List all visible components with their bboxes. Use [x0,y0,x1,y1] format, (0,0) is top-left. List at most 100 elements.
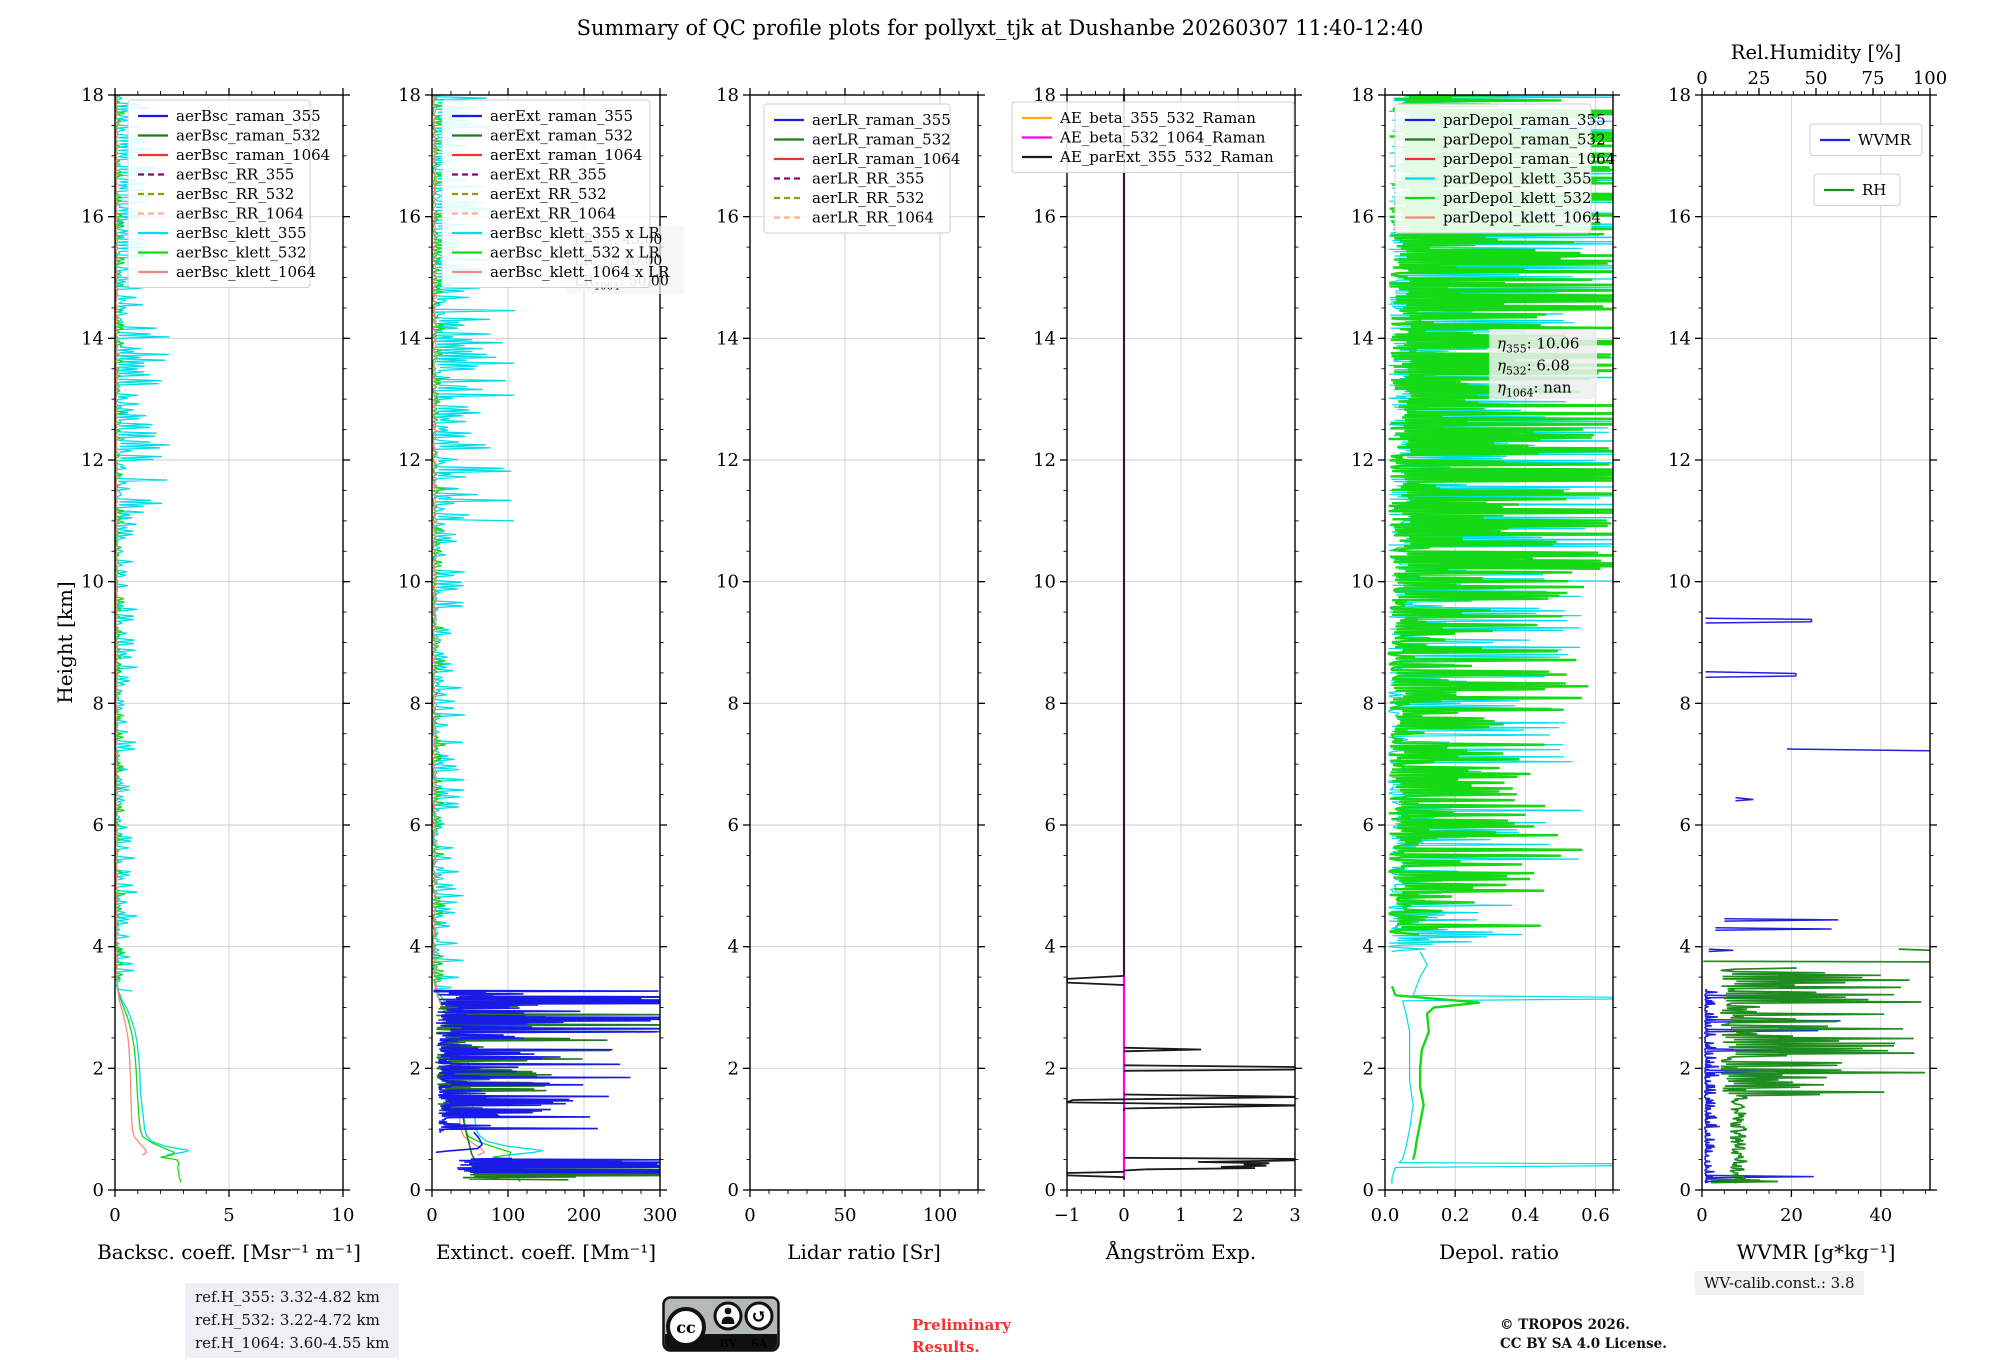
annotation-line: η355: 10.06 [1497,335,1579,356]
x-tick-label: 300 [643,1205,677,1226]
x-tick-label: 0 [1696,1205,1707,1226]
x-tick-label: 0 [744,1205,755,1226]
legend-angstrom-0: AE_beta_355_532_Raman AE_beta_532_1064_Ra… [1011,101,1295,173]
legend-label: aerBsc_RR_355 [176,166,294,184]
y-tick-label: 4 [1680,937,1691,958]
y-tick-label: 18 [1668,85,1691,106]
legend-label: aerBsc_klett_532 x LR [490,244,661,262]
series-RH [1703,960,1930,963]
person-body-shape [721,1316,735,1324]
series-aerBsc_klett_1064 [115,95,119,972]
series-aerExt_raman_355 [436,991,660,1042]
series-AE_parExt_355_532_Raman [1123,1064,1295,1072]
x-tick-label: 100 [491,1205,525,1226]
preliminary-line-2: Results. [912,1338,980,1356]
y-tick-label: 16 [716,207,739,228]
y-tick-label: 12 [1351,450,1374,471]
ref-height-1064: ref.H_1064: 3.60-4.55 km [195,1334,390,1352]
panel-extinct: 0 100 200 300 0 2 4 6 8 10 12 14 16 18 Extinct. coeff.… [398,85,684,1264]
legend-lidar-ratio-0: aerLR_raman_355 aerLR_raman_532aerLR_rama… [763,103,960,234]
y-tick-label: 18 [398,85,421,106]
legend-label: aerExt_raman_355 [490,107,633,125]
series-parDepol_klett_532 [1390,985,1480,1160]
x-tick-label: 0 [426,1205,437,1226]
series-aerExt_raman_532 [461,1113,476,1160]
panel-wvmr-series [1703,617,1930,1184]
person-head-dot [724,1307,732,1315]
x-tick-label: 0 [109,1205,120,1226]
page-title: Summary of QC profile plots for pollyxt_… [576,16,1424,40]
y-tick-label: 2 [410,1058,421,1079]
x-axis-label-backsc: Backsc. coeff. [Msr⁻¹ m⁻¹] [97,1240,361,1264]
y-tick-label: 10 [716,572,739,593]
top-tick-label: 75 [1862,68,1885,89]
series-WVMR [1705,670,1797,678]
panel-wvmr: 0 20 40 0 2 4 6 8 10 12 14 16 18 WVMR [g*kg⁻¹] 0 25 50 75… [1668,41,1947,1264]
x-tick-label: 2 [1232,1205,1243,1226]
legend-label: aerLR_raman_1064 [812,150,960,168]
x-tick-label: 0.2 [1441,1205,1470,1226]
y-tick-label: 8 [93,693,104,714]
series-AE_parExt_355_532_Raman [1067,1170,1125,1180]
series-parDepol_klett_355 [1391,951,1613,1184]
series-aerBsc_klett_1064 x LR [432,95,438,972]
y-tick-label: 16 [81,207,104,228]
y-tick-label: 0 [410,1180,421,1201]
series-aerExt_raman_355 [435,1131,483,1154]
x-tick-label: 50 [834,1205,857,1226]
legend-label: AE_parExt_355_532_Raman [1059,148,1274,166]
y-tick-label: 16 [1668,207,1691,228]
legend-wvmr-1: RH [1813,173,1901,206]
legend-label: parDepol_klett_355 [1443,170,1592,188]
y-tick-label: 2 [93,1058,104,1079]
panel-backsc-series [115,95,190,1183]
y-tick-label: 0 [1045,1180,1056,1201]
x-tick-label: 200 [567,1205,601,1226]
legend-label: aerBsc_RR_532 [176,185,294,203]
series-RH [1710,1178,1779,1184]
copyright-line-2: CC BY SA 4.0 License. [1500,1336,1667,1352]
x-axis-label-depol: Depol. ratio [1439,1240,1559,1264]
legend-label: aerLR_raman_532 [812,131,951,149]
legend-label: parDepol_raman_1064 [1443,150,1615,168]
y-tick-label: 10 [1668,572,1691,593]
annotation-line: η1064: nan [1497,379,1572,400]
series-WVMR [1715,927,1832,931]
cc-sa-label: SA [751,1337,768,1350]
legend-label: aerBsc_klett_1064 x LR [490,263,670,281]
y-tick-label: 8 [1045,693,1056,714]
series-AE_parExt_355_532_Raman [1067,1093,1295,1111]
share-alike-icon [744,1301,774,1331]
cc-by-label: BY [720,1337,737,1350]
y-tick-label: 4 [93,937,104,958]
legend-label: parDepol_raman_355 [1443,111,1606,129]
y-tick-label: 4 [1045,937,1056,958]
legend-label: aerBsc_klett_355 [176,224,307,242]
legend-label: aerLR_RR_1064 [812,209,934,227]
y-tick-label: 14 [716,328,739,349]
legend-label: parDepol_klett_1064 [1443,209,1601,227]
y-tick-label: 18 [1033,85,1056,106]
y-tick-label: 18 [1351,85,1374,106]
y-tick-label: 16 [398,207,421,228]
legend-label: parDepol_klett_532 [1443,189,1592,207]
series-aerBsc_klett_355 x LR [432,301,516,522]
reference-height-box: ref.H_355: 3.32-4.82 km ref.H_532: 3.22-… [185,1283,400,1358]
y-tick-label: 6 [1363,815,1374,836]
x-axis-label-wvmr: WVMR [g*kg⁻¹] [1737,1240,1896,1264]
legend-label: aerExt_RR_1064 [490,205,616,223]
y-tick-label: 12 [716,450,739,471]
series-WVMR [1708,948,1734,953]
series-AE_parExt_355_532_Raman [1067,95,1125,986]
top-tick-label: 100 [1913,68,1947,89]
series-aerBsc_klett_355 x LR [432,520,466,992]
y-tick-label: 18 [81,85,104,106]
legend-label: aerBsc_raman_1064 [176,146,330,164]
y-tick-label: 6 [410,815,421,836]
preliminary-results-note: Preliminary Results. [912,1314,1011,1358]
y-tick-label: 14 [1033,328,1056,349]
series-WVMR [1724,917,1839,922]
